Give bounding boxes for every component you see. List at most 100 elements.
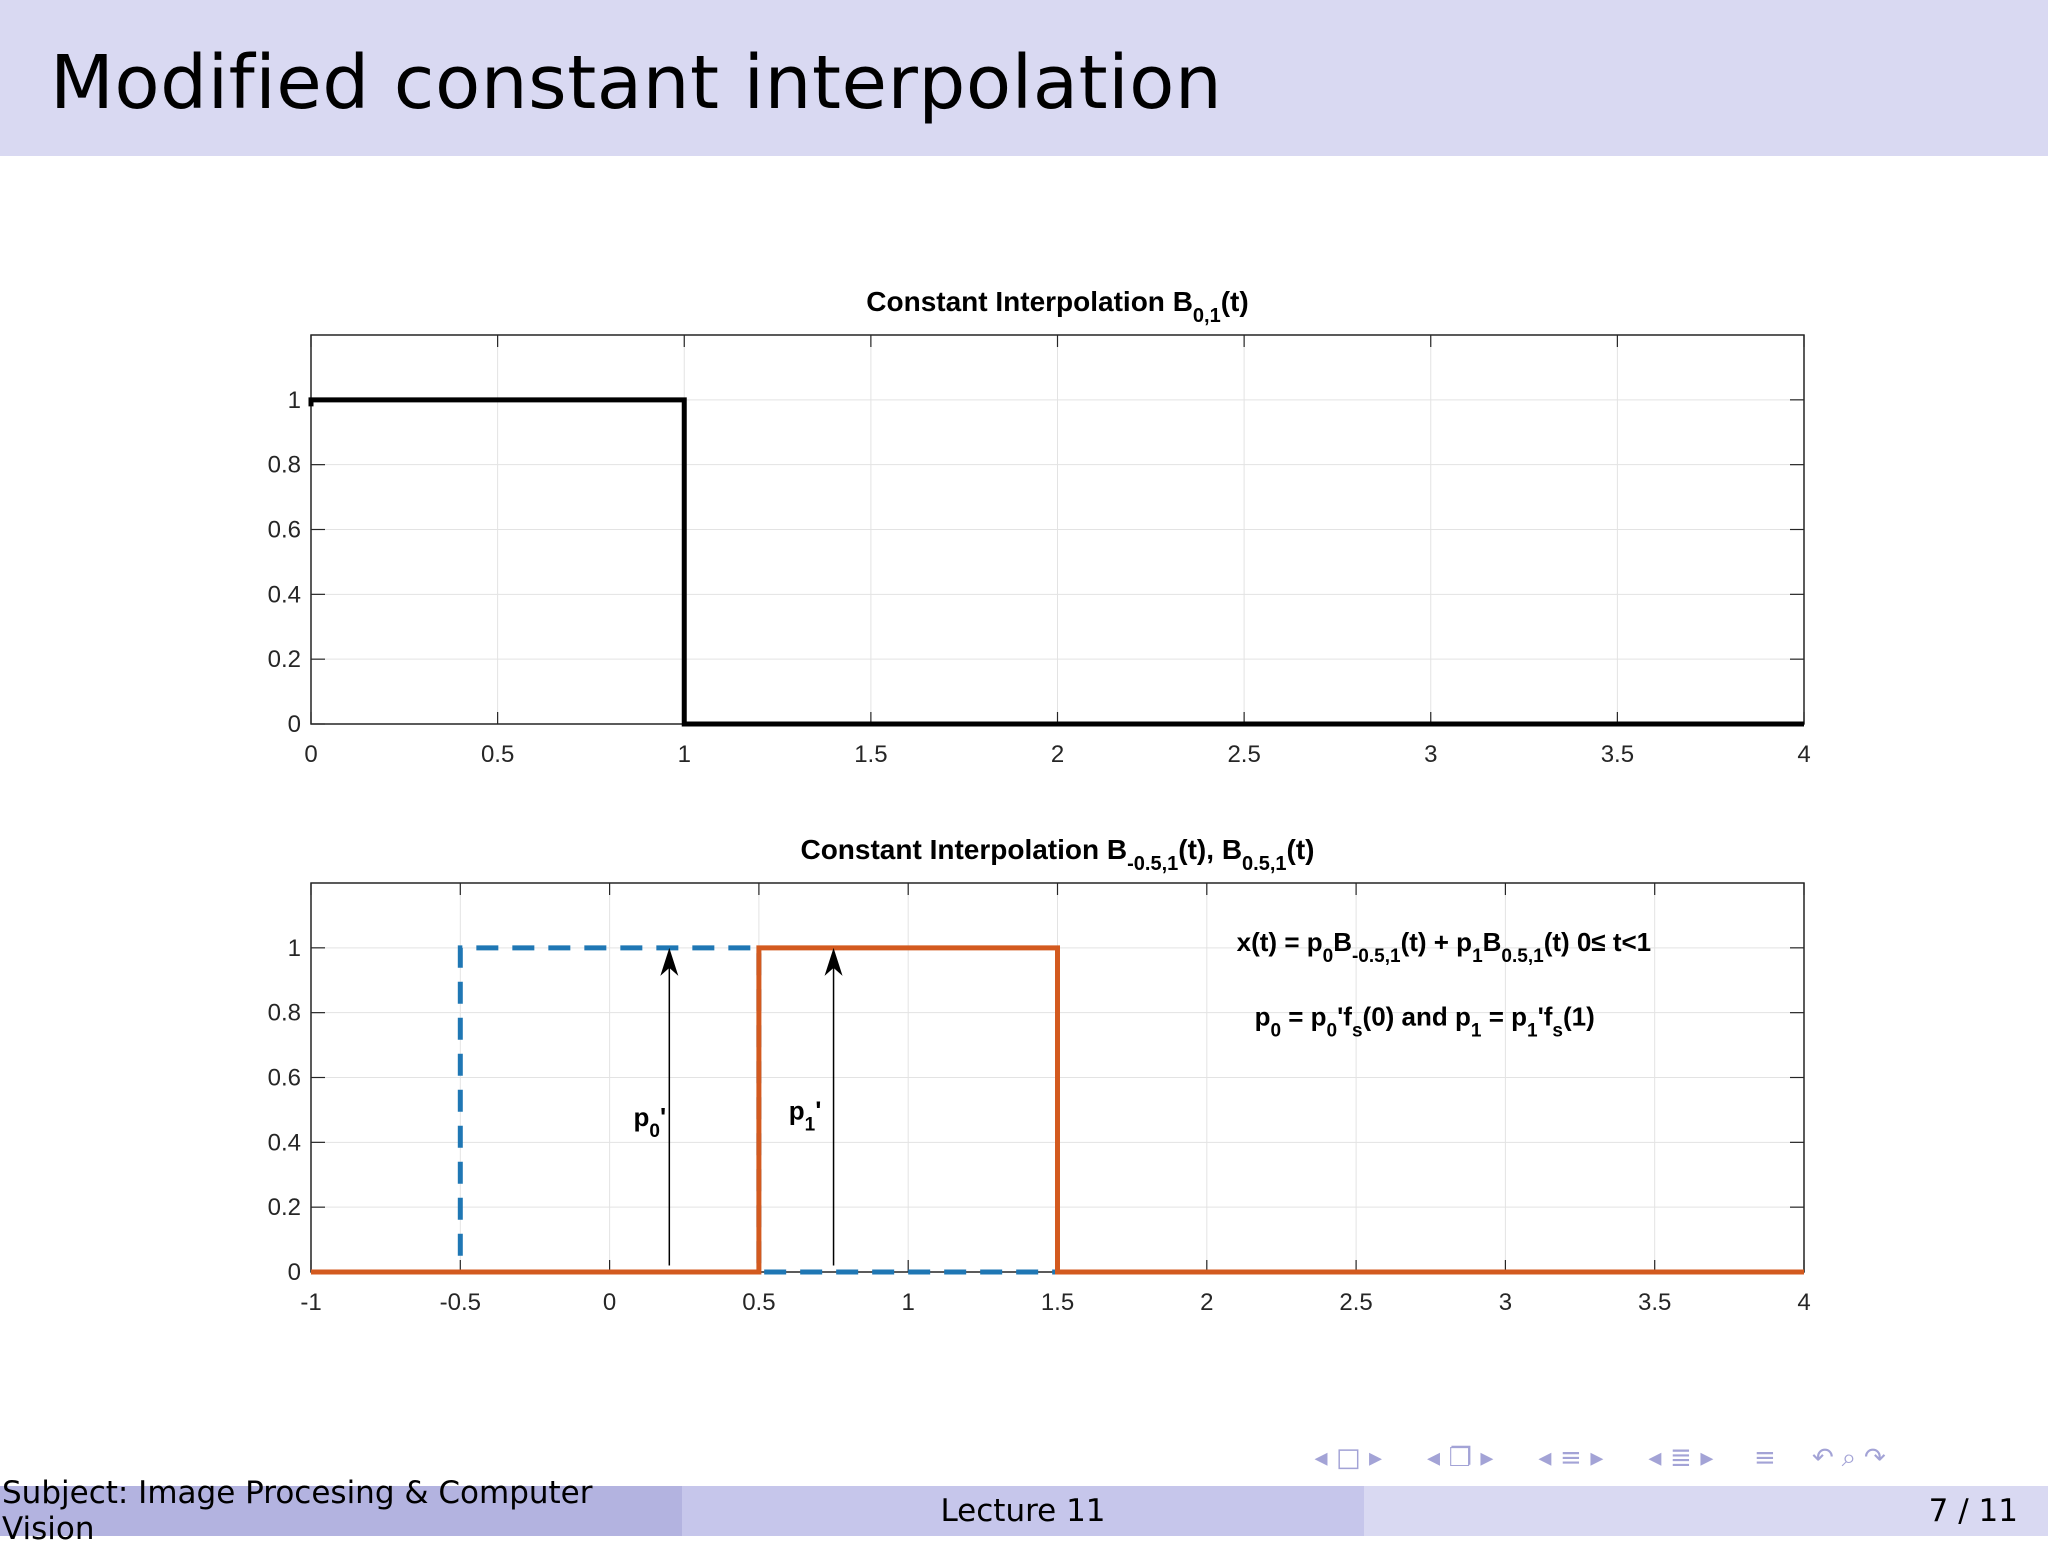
subsection-icon[interactable]: ❐	[1448, 1443, 1472, 1473]
x-tick-label: 4	[1797, 741, 1810, 768]
annotation-subscript: 0	[649, 1121, 660, 1142]
nav-left-arrow-icon[interactable]: ◂	[1427, 1443, 1441, 1473]
footer-subject-text: Subject: Image Procesing & Computer Visi…	[2, 1475, 593, 1547]
chart-2: -1 -0.5 0 0.5 1 1.5 2 2.5 3 3.5 4 0 0.2 0.4 0.6 0.8 1 Con…	[268, 834, 1811, 1316]
x-tick-label: 0.5	[481, 741, 514, 768]
frame-icon[interactable]: □	[1336, 1443, 1361, 1473]
annotation-part: (t) 0≤ t<1	[1544, 927, 1651, 957]
footer-lecture: Lecture 11	[682, 1486, 1364, 1536]
nav-right-arrow-icon[interactable]: ▸	[1480, 1443, 1494, 1473]
y-tick-label: 0.4	[268, 1129, 301, 1156]
nav-right-arrow-icon[interactable]: ▸	[1369, 1443, 1383, 1473]
chart-title-part: Constant Interpolation B	[800, 834, 1127, 865]
annotation: p0​'	[633, 1102, 666, 1142]
annotation-subscript: 0.5,1	[1501, 946, 1544, 967]
x-tick-label: 1	[902, 1289, 915, 1316]
x-tick-label: 2.5	[1227, 741, 1260, 768]
annotation-part: p	[1255, 1002, 1271, 1032]
x-tick-label: 0.5	[742, 1289, 775, 1316]
annotation-part: = p	[1281, 1002, 1327, 1032]
series-line-2	[311, 945, 1804, 1275]
x-tick-label: 3.5	[1601, 741, 1634, 768]
annotation-subscript: s	[1352, 1020, 1363, 1041]
annotation-part: B	[1483, 927, 1502, 957]
annotation-part: = p	[1481, 1002, 1527, 1032]
y-tick-label: 0.6	[268, 517, 301, 544]
toc-icon[interactable]: ≡	[1753, 1443, 1776, 1473]
zoom-icon[interactable]: ↷	[1863, 1443, 1886, 1473]
arrow-head	[660, 947, 679, 976]
annotation-part: x(t) = p	[1237, 927, 1323, 957]
y-tick-label: 0.8	[268, 452, 301, 479]
y-tick-label: 0.2	[268, 1194, 301, 1221]
back-icon[interactable]: ↶	[1811, 1443, 1834, 1473]
y-tick-label: 0.6	[268, 1065, 301, 1092]
nav-left-arrow-icon[interactable]: ◂	[1648, 1443, 1662, 1473]
annotation-part: (1)	[1563, 1002, 1595, 1032]
annotation-subscript: 0	[1323, 946, 1334, 967]
y-tick-label: 0	[288, 711, 301, 738]
arrow-head	[824, 947, 843, 976]
chart-1: 0 0.5 1 1.5 2 2.5 3 3.5 4 0 0.2 0.4 0.6 0.8 1 Constant …	[268, 286, 1811, 768]
chart-title: Constant Interpolation B0,1​(t)	[866, 286, 1248, 327]
y-tick-label: 0.4	[268, 581, 301, 608]
x-tick-label: 0	[603, 1289, 616, 1316]
chart-title-subscript: 0,1	[1193, 305, 1221, 327]
y-tick-label: 0.8	[268, 1000, 301, 1027]
annotation-subscript: -0.5,1	[1352, 946, 1401, 967]
footer-subject: Subject: Image Procesing & Computer Visi…	[0, 1475, 682, 1547]
x-tick-label: 4	[1797, 1289, 1810, 1316]
annotation-part: B	[1333, 927, 1352, 957]
annotation-subscript: s	[1552, 1020, 1563, 1041]
search-icon[interactable]: ⌕	[1841, 1442, 1857, 1473]
x-tick-label: 1.5	[1041, 1289, 1074, 1316]
nav-left-arrow-icon[interactable]: ◂	[1538, 1443, 1552, 1473]
nav-right-arrow-icon[interactable]: ▸	[1590, 1443, 1604, 1473]
annotation-part: '	[660, 1102, 666, 1132]
annotation-subscript: 0	[1270, 1020, 1281, 1041]
footer-page: 7 / 11	[1364, 1486, 2048, 1536]
series-line-1	[308, 397, 1804, 727]
annotation-part: (t) + p	[1401, 927, 1473, 957]
x-tick-label: 3	[1424, 741, 1437, 768]
x-tick-label: 2	[1051, 741, 1064, 768]
annotation-subscript: 1	[1471, 1020, 1482, 1041]
annotation-part: (0) and p	[1363, 1002, 1471, 1032]
annotation: p1​'	[789, 1096, 822, 1136]
section-icon[interactable]: ≡	[1559, 1443, 1582, 1473]
footer-page-number: 7 / 11	[1928, 1493, 2018, 1529]
x-tick-label: 3.5	[1638, 1289, 1671, 1316]
presentation-icon[interactable]: ≣	[1669, 1443, 1692, 1473]
annotation-part: p	[789, 1096, 805, 1126]
slide-footer: Subject: Image Procesing & Computer Visi…	[0, 1475, 2048, 1547]
annotation-subscript: 1	[1527, 1020, 1538, 1041]
slide-title: Modified constant interpolation	[50, 40, 1223, 126]
x-tick-label: 2.5	[1339, 1289, 1372, 1316]
annotation-subscript: 1	[805, 1114, 816, 1135]
annotation-part: 'f	[1538, 1002, 1553, 1032]
nav-left-arrow-icon[interactable]: ◂	[1314, 1443, 1328, 1473]
chart-title-part: (t)	[1287, 834, 1315, 865]
x-tick-label: 2	[1200, 1289, 1213, 1316]
x-tick-label: 0	[304, 741, 317, 768]
beamer-navigation-bar: ◂ □ ▸ ◂ ❐ ▸ ◂ ≡ ▸ ◂ ≣ ▸ ≡ ↶ ⌕ ↷	[1310, 1438, 2030, 1478]
chart-title-part: (t)	[1221, 286, 1249, 317]
annotation-part: 'f	[1337, 1002, 1352, 1032]
x-tick-label: -1	[300, 1289, 321, 1316]
annotation-subscript: 0	[1327, 1020, 1338, 1041]
annotation-part: '	[815, 1096, 821, 1126]
chart-title-subscript: -0.5,1	[1127, 853, 1178, 875]
x-tick-label: 3	[1499, 1289, 1512, 1316]
annotation-subscript: 1	[1472, 946, 1483, 967]
chart-title-subscript: 0.5,1	[1242, 853, 1286, 875]
annotation: p0​ = p0​'fs​(0) and p1​ = p1​'fs​(1)	[1255, 1002, 1595, 1042]
y-tick-label: 0	[288, 1259, 301, 1286]
nav-right-arrow-icon[interactable]: ▸	[1700, 1443, 1714, 1473]
annotation-part: p	[633, 1102, 649, 1132]
y-tick-label: 1	[288, 387, 301, 414]
x-tick-label: 1	[678, 741, 691, 768]
chart-title: Constant Interpolation B-0.5,1​(t), B0.5…	[800, 834, 1314, 875]
x-tick-label: 1.5	[854, 741, 887, 768]
y-tick-label: 0.2	[268, 646, 301, 673]
